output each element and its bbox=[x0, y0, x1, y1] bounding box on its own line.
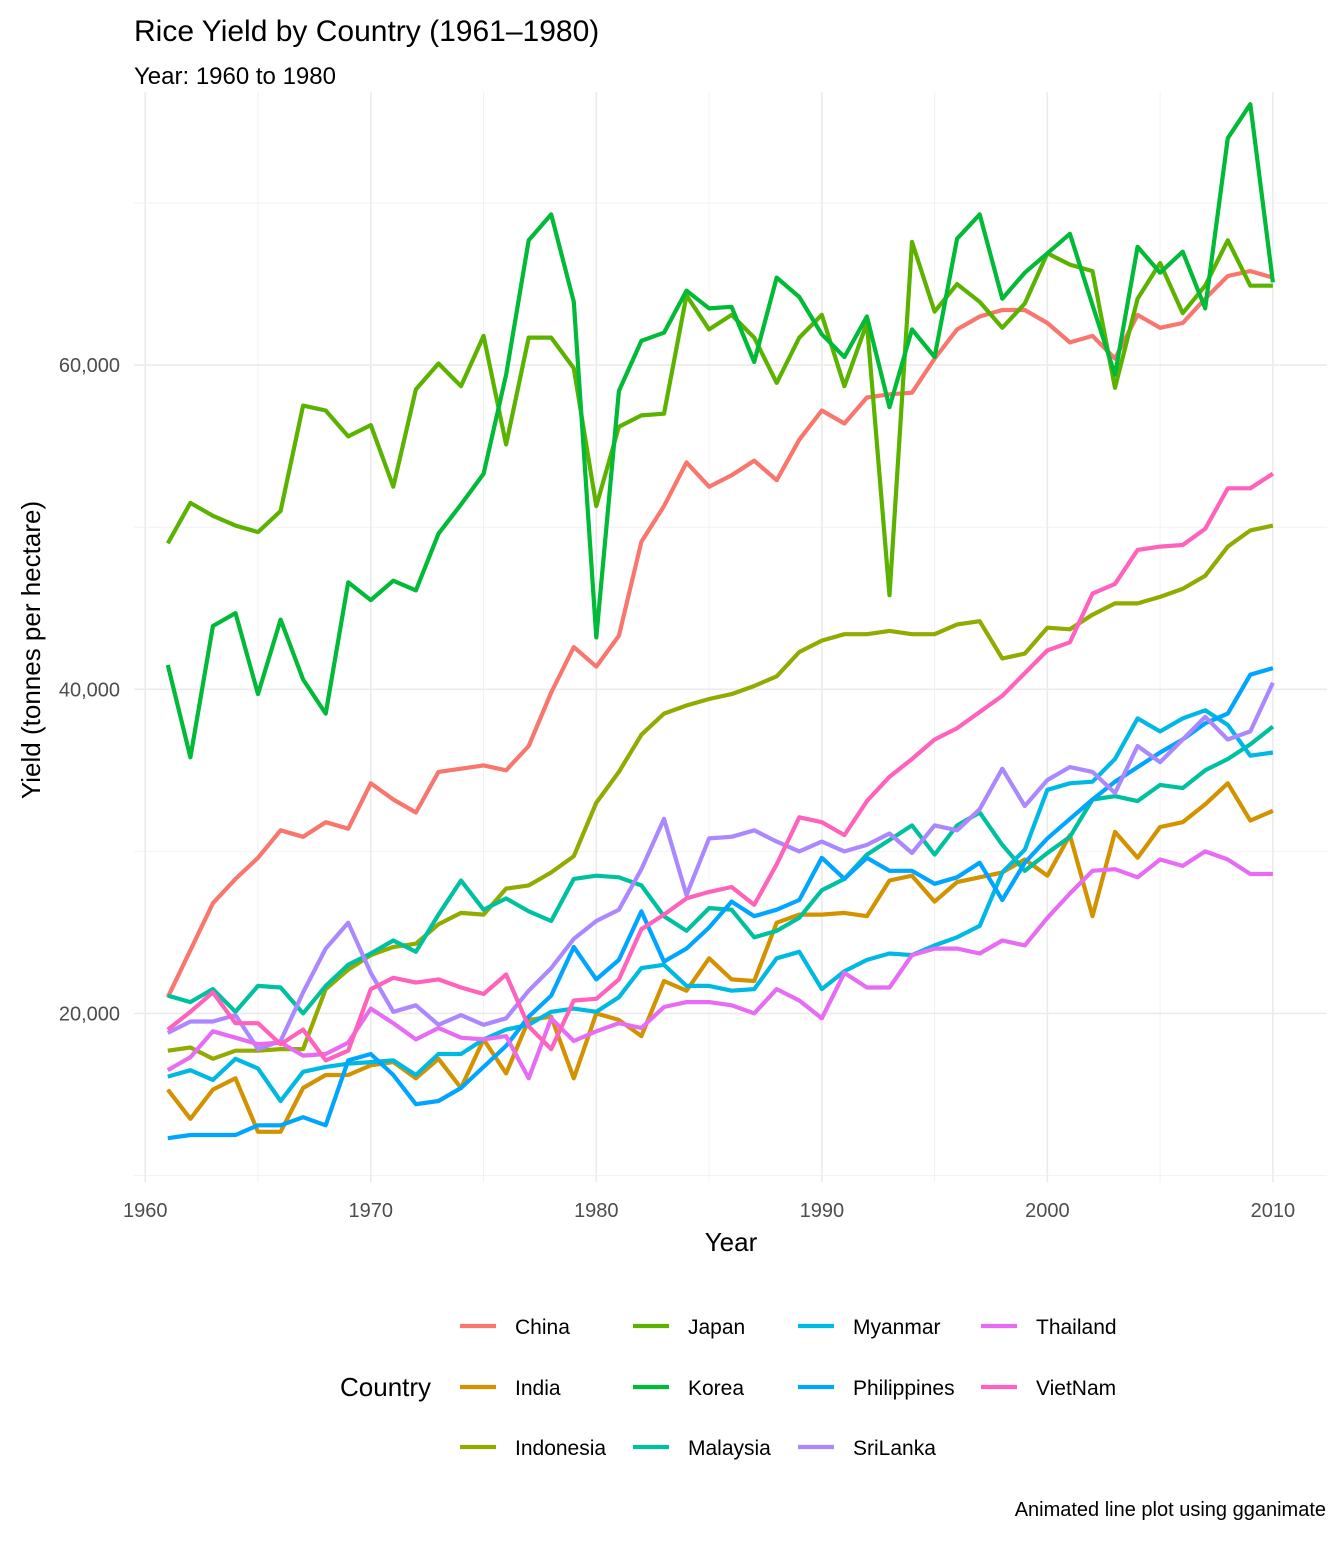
series-line-vietnam bbox=[166, 471, 1275, 1063]
legend-label: Japan bbox=[688, 1316, 745, 1339]
legend-label: VietNam bbox=[1036, 1377, 1116, 1400]
x-tick-label: 1960 bbox=[123, 1200, 168, 1222]
series-line-india bbox=[166, 781, 1274, 1134]
x-tick-label: 2000 bbox=[1025, 1200, 1070, 1222]
legend-item-india: India bbox=[460, 1377, 561, 1400]
legend-label: Myanmar bbox=[853, 1316, 941, 1339]
legend-item-myanmar: Myanmar bbox=[798, 1316, 941, 1339]
legend-item-malaysia: Malaysia bbox=[633, 1437, 771, 1460]
legend-label: China bbox=[515, 1316, 570, 1339]
y-axis-title: Yield (tonnes per hectare) bbox=[16, 501, 46, 799]
x-tick-label: 1990 bbox=[800, 1200, 845, 1222]
series-line-myanmar bbox=[167, 708, 1274, 1104]
legend-label: India bbox=[515, 1377, 561, 1400]
legend-label: Malaysia bbox=[688, 1437, 771, 1460]
series-line-indonesia bbox=[167, 523, 1274, 1061]
chart-subtitle: Year: 1960 to 1980 bbox=[134, 63, 336, 90]
legend-item-china: China bbox=[460, 1316, 570, 1339]
legend-label: Indonesia bbox=[515, 1437, 606, 1460]
legend-label: Thailand bbox=[1036, 1316, 1117, 1339]
y-tick-label: 60,000 bbox=[59, 355, 120, 377]
x-tick-label: 1970 bbox=[349, 1200, 394, 1222]
legend-item-korea: Korea bbox=[633, 1377, 744, 1400]
legend-item-philippines: Philippines bbox=[798, 1377, 955, 1400]
legend-item-vietnam: VietNam bbox=[981, 1377, 1116, 1400]
series-lines bbox=[165, 102, 1275, 1141]
chart-caption: Animated line plot using gganimate bbox=[1015, 1499, 1326, 1521]
legend: China India Indonesia Japan Korea Malaysia Mya… bbox=[460, 1316, 1117, 1460]
y-tick-label: 20,000 bbox=[59, 1003, 120, 1025]
y-tick-label: 40,000 bbox=[59, 679, 120, 701]
series-line-korea bbox=[165, 102, 1275, 760]
grid-lines bbox=[134, 92, 1327, 1182]
legend-item-thailand: Thailand bbox=[981, 1316, 1117, 1339]
legend-item-indonesia: Indonesia bbox=[460, 1437, 606, 1460]
chart-title: Rice Yield by Country (1961–1980) bbox=[134, 15, 599, 48]
series-line-srilanka bbox=[166, 681, 1275, 1052]
x-axis-title: Year bbox=[705, 1227, 758, 1257]
legend-label: Philippines bbox=[853, 1377, 955, 1400]
x-tick-label: 2010 bbox=[1251, 1200, 1296, 1222]
axis-ticks: 1960 1970 1980 1990 2000 2010 20,000 40,000 60,0… bbox=[59, 355, 1295, 1222]
series-line-thailand bbox=[166, 849, 1273, 1081]
legend-label: Korea bbox=[688, 1377, 744, 1400]
legend-item-japan: Japan bbox=[633, 1316, 745, 1339]
legend-title: Country bbox=[340, 1372, 431, 1402]
legend-item-srilanka: SriLanka bbox=[798, 1437, 936, 1460]
legend-label: SriLanka bbox=[853, 1437, 936, 1460]
series-line-malaysia bbox=[167, 724, 1275, 1016]
series-line-china bbox=[165, 269, 1274, 999]
series-line-philippines bbox=[167, 666, 1274, 1141]
series-line-japan bbox=[165, 238, 1273, 598]
x-tick-label: 1980 bbox=[574, 1200, 619, 1222]
